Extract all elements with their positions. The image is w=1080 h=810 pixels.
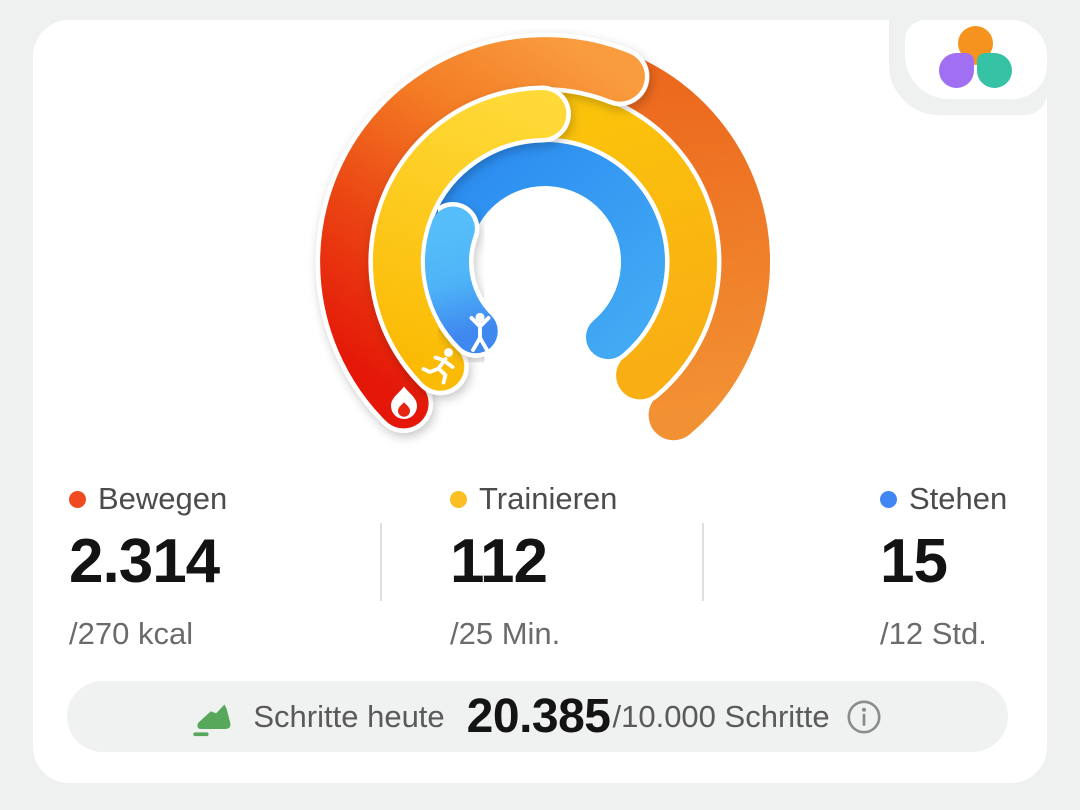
flame-icon [391, 386, 417, 419]
stand-ring-progress [420, 202, 503, 358]
move-stat: Bewegen 2.314 /270 kcal [69, 481, 227, 652]
move-goal: /270 kcal [69, 616, 194, 651]
info-icon[interactable] [844, 697, 884, 737]
exercise-stat: Trainieren 112 /25 Min. [450, 481, 617, 652]
move-value: 2.314 [69, 527, 220, 596]
steps-goal: /10.000 Schritte [612, 698, 830, 734]
move-dot-icon [69, 490, 86, 508]
move-ring-progress [315, 32, 650, 433]
steps-label: Schritte heute [253, 698, 445, 734]
stand-figure-icon [469, 312, 491, 352]
runner-icon [421, 348, 455, 385]
stand-stat: Stehen 15 /12 Std. [880, 481, 1007, 652]
stand-value: 15 [880, 527, 948, 596]
activity-rings-icon [905, 18, 1047, 99]
stand-goal: /12 Std. [880, 616, 987, 651]
steps-summary-bar[interactable]: Schritte heute 20.385 /10.000 Schritte [67, 681, 1008, 752]
move-label: Bewegen [98, 481, 228, 516]
exercise-label: Trainieren [479, 481, 618, 516]
rings-menu-button[interactable] [905, 18, 1047, 99]
exercise-ring-progress [368, 85, 571, 396]
exercise-goal: /25 Min. [450, 616, 561, 651]
activity-summary-card[interactable]: Bewegen 2.314 /270 kcal Trainieren 112 /… [33, 18, 1047, 783]
exercise-value: 112 [450, 527, 548, 596]
purple-dot-shape [939, 53, 974, 88]
stand-label: Stehen [909, 481, 1008, 516]
exercise-dot-icon [450, 490, 467, 508]
shoe-icon [193, 703, 231, 736]
activity-rings-chart [315, 32, 775, 445]
teal-dot-shape [977, 53, 1012, 88]
stat-divider [702, 523, 704, 601]
steps-value: 20.385 [466, 690, 611, 743]
stand-dot-icon [880, 490, 897, 508]
stat-divider [380, 523, 382, 601]
